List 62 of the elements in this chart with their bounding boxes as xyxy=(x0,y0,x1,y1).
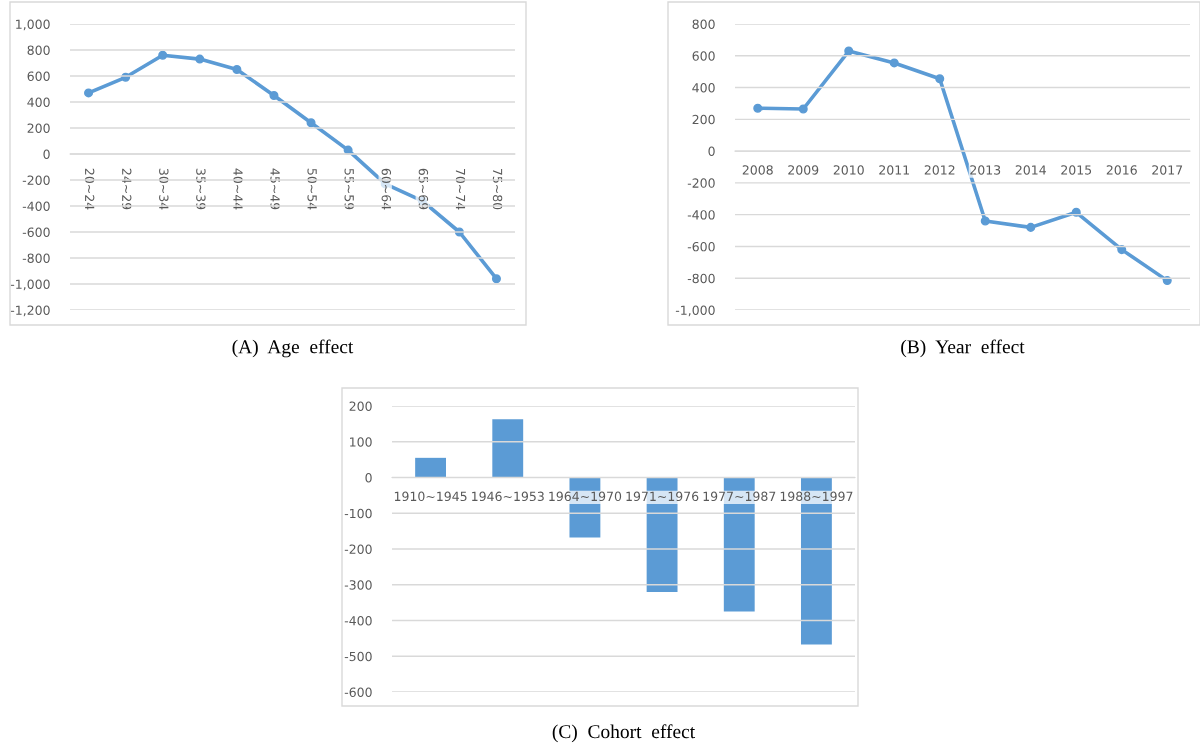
x-tick-label: 40~44 xyxy=(233,168,243,210)
y-tick-label: 1,000 xyxy=(16,19,50,31)
x-tick-label: 1910~1945 xyxy=(394,491,467,502)
text: (C) Cohort effect xyxy=(552,724,696,743)
y-tick-label: 400 xyxy=(692,83,715,93)
y-tick-label: 100 xyxy=(350,437,372,447)
x-tick-label: 70~74 xyxy=(455,168,466,210)
y-tick-label: -600 xyxy=(687,241,715,252)
y-tick-label: -600 xyxy=(22,227,50,237)
x-tick-label: 45~49 xyxy=(270,168,280,210)
x-tick-label: 2012 xyxy=(924,165,955,175)
x-tick-label: 1946~1953 xyxy=(472,491,544,502)
x-tick-label: 60~64 xyxy=(381,168,392,210)
x-tick-label: 50~54 xyxy=(307,168,317,210)
y-tick-label: 0 xyxy=(708,146,715,157)
y-tick-label: -200 xyxy=(344,544,372,554)
y-tick-label: 0 xyxy=(43,149,50,159)
x-tick-label: 65~69 xyxy=(418,168,429,210)
y-tick-label: -800 xyxy=(22,253,50,263)
x-tick-label: 2014 xyxy=(1015,165,1046,175)
x-tick-label: 30~34 xyxy=(159,168,169,210)
y-tick-label: -500 xyxy=(344,651,372,662)
y-tick-label: -1,200 xyxy=(10,305,50,317)
y-tick-label: 800 xyxy=(692,19,715,29)
x-tick-label: 75~80 xyxy=(492,168,503,210)
y-tick-label: 400 xyxy=(27,97,50,107)
y-tick-label: -400 xyxy=(687,210,715,220)
text: (A) Age effect xyxy=(232,339,354,358)
x-tick-label: 1971~1976 xyxy=(626,491,699,502)
x-tick-label: 20~24 xyxy=(84,168,95,210)
x-tick-label: 24~29 xyxy=(122,168,132,210)
x-tick-label: 2009 xyxy=(788,165,819,175)
y-tick-label: -800 xyxy=(687,273,715,284)
y-tick-label: 0 xyxy=(365,472,372,483)
x-tick-label: 2013 xyxy=(970,165,1001,175)
y-tick-label: -200 xyxy=(687,178,715,188)
y-tick-label: 200 xyxy=(27,123,50,133)
y-tick-label: 600 xyxy=(27,71,50,81)
y-tick-label: -100 xyxy=(344,508,372,519)
y-tick-label: -400 xyxy=(22,201,50,211)
x-tick-label: 55~59 xyxy=(344,168,354,210)
text: (B) Year effect xyxy=(901,339,1025,358)
y-tick-label: 800 xyxy=(27,45,50,55)
y-tick-label: -300 xyxy=(344,580,372,590)
y-tick-label: -400 xyxy=(344,615,372,626)
x-tick-label: 1964~1970 xyxy=(549,491,622,502)
y-tick-label: -1,000 xyxy=(10,279,50,291)
x-tick-label: 2017 xyxy=(1152,165,1183,175)
y-tick-label: 200 xyxy=(692,114,715,125)
x-tick-label: 1988~1997 xyxy=(780,491,853,502)
x-tick-label: 2015 xyxy=(1061,165,1092,175)
x-tick-label: 2010 xyxy=(833,165,864,175)
y-tick-label: 600 xyxy=(692,51,715,61)
y-tick-label: -600 xyxy=(344,687,372,697)
x-tick-label: 2008 xyxy=(742,165,773,175)
y-tick-label: 200 xyxy=(349,401,372,411)
y-tick-label: -1,000 xyxy=(675,305,715,317)
x-tick-label: 1977~1987 xyxy=(703,491,776,502)
x-tick-label: 2016 xyxy=(1106,165,1137,175)
y-tick-label: -200 xyxy=(22,175,50,185)
x-tick-label: 35~39 xyxy=(196,168,206,210)
x-tick-label: 2011 xyxy=(879,165,909,175)
